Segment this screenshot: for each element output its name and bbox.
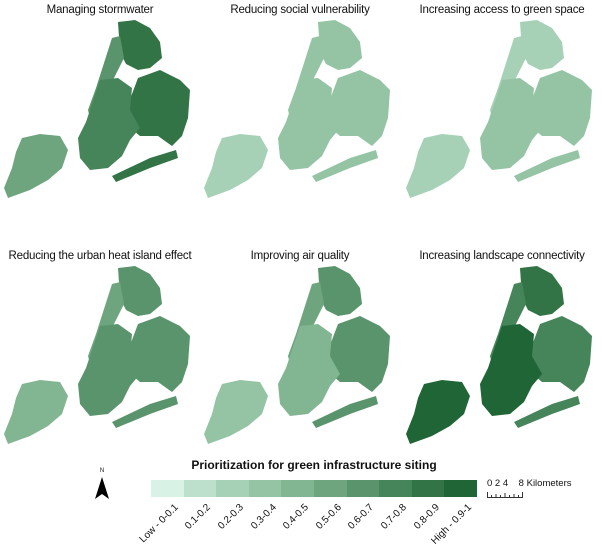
legend-swatch [248,480,282,497]
legend-label: 0.4-0.5 [281,502,312,532]
legend-swatch [379,480,412,497]
borough-staten-island [4,380,68,444]
legend-swatch [444,480,477,497]
legend-label: 0.1-0.2 [183,502,214,532]
borough-queens [324,316,390,392]
borough-bronx [318,20,362,70]
legend-label: 0.3-0.4 [248,502,279,532]
legend-swatch [183,480,217,497]
panel-title: Reducing the urban heat island effect [8,250,192,262]
borough-staten-island [406,380,470,444]
legend-swatch [346,480,380,497]
borough-brooklyn [480,78,542,170]
borough-queens [124,70,190,146]
borough-brooklyn [480,324,542,416]
borough-rockaway [312,150,378,182]
north-arrow-icon [95,477,109,499]
nyc-borough-map [204,266,390,444]
borough-brooklyn [78,78,140,170]
legend-swatch [281,480,314,497]
scale-bar-label: 0 2 4 8 Kilometers [487,478,572,489]
legend-title: Prioritization for green infrastructure … [191,458,437,472]
borough-bronx [520,266,564,316]
borough-staten-island [4,134,68,198]
nyc-borough-map [4,266,190,444]
panel-title: Managing stormwater [46,4,154,16]
legend-label: Low - 0-0.1 [137,502,181,546]
map-panel-3: Increasing access to green space [402,4,602,234]
scale-bar-icon [487,492,523,498]
legend-label: 0.8-0.9 [411,502,442,532]
map-panel-5: Improving air quality [200,250,400,480]
legend-label: 0.6-0.7 [346,502,377,532]
borough-rockaway [312,396,378,428]
nyc-borough-map [4,20,190,198]
legend-swatch [411,480,445,497]
jamaica-bay [126,386,158,406]
nyc-borough-map [406,266,592,444]
panel-title: Increasing landscape connectivity [419,250,585,262]
panel-title: Improving air quality [250,250,350,262]
borough-staten-island [204,380,268,444]
jamaica-bay [528,140,560,160]
borough-bronx [118,20,162,70]
borough-brooklyn [78,324,140,416]
borough-brooklyn [278,324,340,416]
borough-queens [324,70,390,146]
borough-staten-island [204,134,268,198]
map-panel-1: Managing stormwater [0,4,200,234]
nyc-borough-map [204,20,390,198]
jamaica-bay [326,386,358,406]
borough-rockaway [514,150,580,182]
borough-bronx [520,20,564,70]
borough-rockaway [112,396,178,428]
jamaica-bay [126,140,158,160]
borough-rockaway [112,150,178,182]
map-panel-4: Reducing the urban heat island effect [0,250,200,480]
map-panel-2: Reducing social vulnerability [200,4,400,234]
panel-title: Increasing access to green space [419,4,585,16]
north-arrow: N [92,468,112,502]
borough-staten-island [406,134,470,198]
jamaica-bay [528,386,560,406]
nyc-borough-map [406,20,592,198]
legend-label: 0.5-0.6 [313,502,344,532]
borough-queens [526,316,592,392]
borough-bronx [318,266,362,316]
map-panel-6: Increasing landscape connectivity [402,250,602,480]
legend-label: 0.7-0.8 [379,502,409,532]
borough-queens [526,70,592,146]
legend-label: 0.2-0.3 [216,502,246,532]
legend-swatch [151,480,184,497]
jamaica-bay [326,140,358,160]
legend-swatch [216,480,249,497]
legend-swatch [313,480,347,497]
borough-bronx [118,266,162,316]
borough-brooklyn [278,78,340,170]
north-label: N [99,468,105,474]
borough-rockaway [514,396,580,428]
borough-queens [124,316,190,392]
legend-color-ramp [151,480,477,497]
panel-title: Reducing social vulnerability [230,4,370,16]
